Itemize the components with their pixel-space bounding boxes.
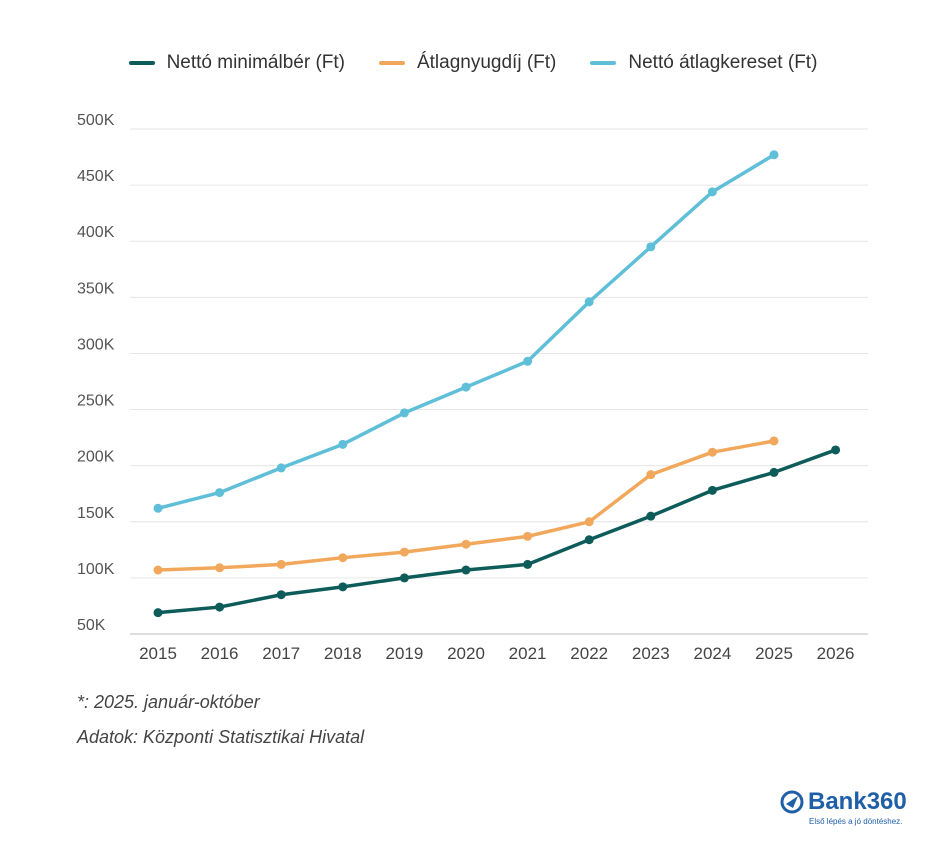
series-1-point-2022 bbox=[584, 517, 594, 527]
series-2-point-2017 bbox=[276, 463, 286, 473]
series-1-point-2025 bbox=[769, 436, 779, 446]
series-line-2 bbox=[156, 153, 776, 511]
legend-swatch-minimalber bbox=[128, 61, 155, 65]
logo-tagline: Első lépés a jó döntéshez. bbox=[809, 817, 903, 826]
series-1-point-2018 bbox=[338, 553, 348, 563]
bank360-logo: Bank360 Első lépés a jó döntéshez. bbox=[780, 788, 910, 832]
series-0-point-2024 bbox=[707, 485, 717, 495]
series-2-point-2018 bbox=[338, 439, 348, 449]
logo-text: Bank360 bbox=[808, 788, 907, 815]
series-0-point-2025 bbox=[769, 467, 779, 477]
series-0-point-2016 bbox=[215, 602, 225, 612]
legend-label-atlagnyugdij: Átlagnyugdíj (Ft) bbox=[416, 52, 557, 73]
series-0-point-2015 bbox=[153, 608, 163, 618]
series-0-point-2017 bbox=[276, 590, 286, 600]
series-0-point-2020 bbox=[461, 565, 471, 575]
series-2-point-2025 bbox=[769, 150, 779, 160]
series-2-point-2023 bbox=[646, 242, 656, 252]
series-1-point-2016 bbox=[215, 563, 225, 573]
legend-label-atlagkereset: Nettó átlagkereset (Ft) bbox=[628, 52, 818, 73]
x-tick-label-2015: 2015 bbox=[139, 644, 177, 663]
series-line-1 bbox=[156, 439, 776, 572]
series-0-point-2023 bbox=[646, 511, 656, 521]
series-0-point-2019 bbox=[399, 573, 409, 583]
series-2-point-2024 bbox=[707, 187, 717, 197]
legend: Nettó minimálbér (Ft) Átlagnyugdíj (Ft) … bbox=[0, 52, 946, 74]
series-0-point-2018 bbox=[338, 582, 348, 592]
x-tick-label-2026: 2026 bbox=[817, 644, 855, 663]
y-tick-label-400: 400K bbox=[77, 224, 115, 241]
series-2-point-2019 bbox=[399, 408, 409, 418]
series-1-point-2021 bbox=[523, 531, 533, 541]
series-2-point-2016 bbox=[215, 488, 225, 498]
legend-item-minimalber: Nettó minimálbér (Ft) bbox=[128, 52, 345, 74]
x-tick-label-2023: 2023 bbox=[632, 644, 670, 663]
x-tick-label-2022: 2022 bbox=[570, 644, 608, 663]
x-tick-label-2024: 2024 bbox=[693, 644, 731, 663]
series-2-point-2022 bbox=[584, 297, 594, 307]
x-tick-label-2017: 2017 bbox=[262, 644, 300, 663]
series-line-0 bbox=[156, 448, 838, 615]
x-tick-label-2021: 2021 bbox=[509, 644, 547, 663]
footnote: *: 2025. január-október bbox=[77, 692, 260, 712]
y-tick-label-200: 200K bbox=[77, 449, 115, 466]
series-1-point-2017 bbox=[276, 559, 286, 569]
legend-item-atlagnyugdij: Átlagnyugdíj (Ft) bbox=[378, 52, 557, 74]
legend-swatch-atlagkereset bbox=[590, 61, 617, 65]
legend-label-minimalber: Nettó minimálbér (Ft) bbox=[166, 52, 345, 73]
series-0-point-2021 bbox=[523, 559, 533, 569]
bank360-logo-icon bbox=[780, 790, 804, 814]
series-2-point-2021 bbox=[523, 356, 533, 366]
series-1-point-2023 bbox=[646, 470, 656, 480]
series-2-point-2020 bbox=[461, 382, 471, 392]
series-1-point-2015 bbox=[153, 565, 163, 575]
source-note: Adatok: Központi Statisztikai Hivatal bbox=[77, 727, 365, 747]
x-tick-label-2020: 2020 bbox=[447, 644, 485, 663]
x-tick-label-2016: 2016 bbox=[201, 644, 239, 663]
x-tick-label-2019: 2019 bbox=[385, 644, 423, 663]
series-0-point-2022 bbox=[584, 535, 594, 545]
y-tick-label-500: 500K bbox=[77, 112, 115, 129]
y-tick-label-250: 250K bbox=[77, 393, 115, 410]
y-tick-label-350: 350K bbox=[77, 280, 115, 297]
x-tick-label-2025: 2025 bbox=[755, 644, 793, 663]
series-1-point-2024 bbox=[707, 447, 717, 457]
y-tick-label-100: 100K bbox=[77, 561, 115, 578]
y-tick-label-300: 300K bbox=[77, 336, 115, 353]
series-1-point-2020 bbox=[461, 539, 471, 549]
legend-item-atlagkereset: Nettó átlagkereset (Ft) bbox=[590, 52, 817, 74]
series-1-point-2019 bbox=[399, 547, 409, 557]
y-tick-label-150: 150K bbox=[77, 505, 115, 522]
legend-swatch-atlagnyugdij bbox=[378, 61, 405, 65]
x-tick-label-2018: 2018 bbox=[324, 644, 362, 663]
y-tick-label-450: 450K bbox=[77, 168, 115, 185]
y-tick-label-50: 50K bbox=[77, 617, 106, 634]
series-2-point-2015 bbox=[153, 503, 163, 513]
series-0-point-2026 bbox=[831, 445, 841, 455]
